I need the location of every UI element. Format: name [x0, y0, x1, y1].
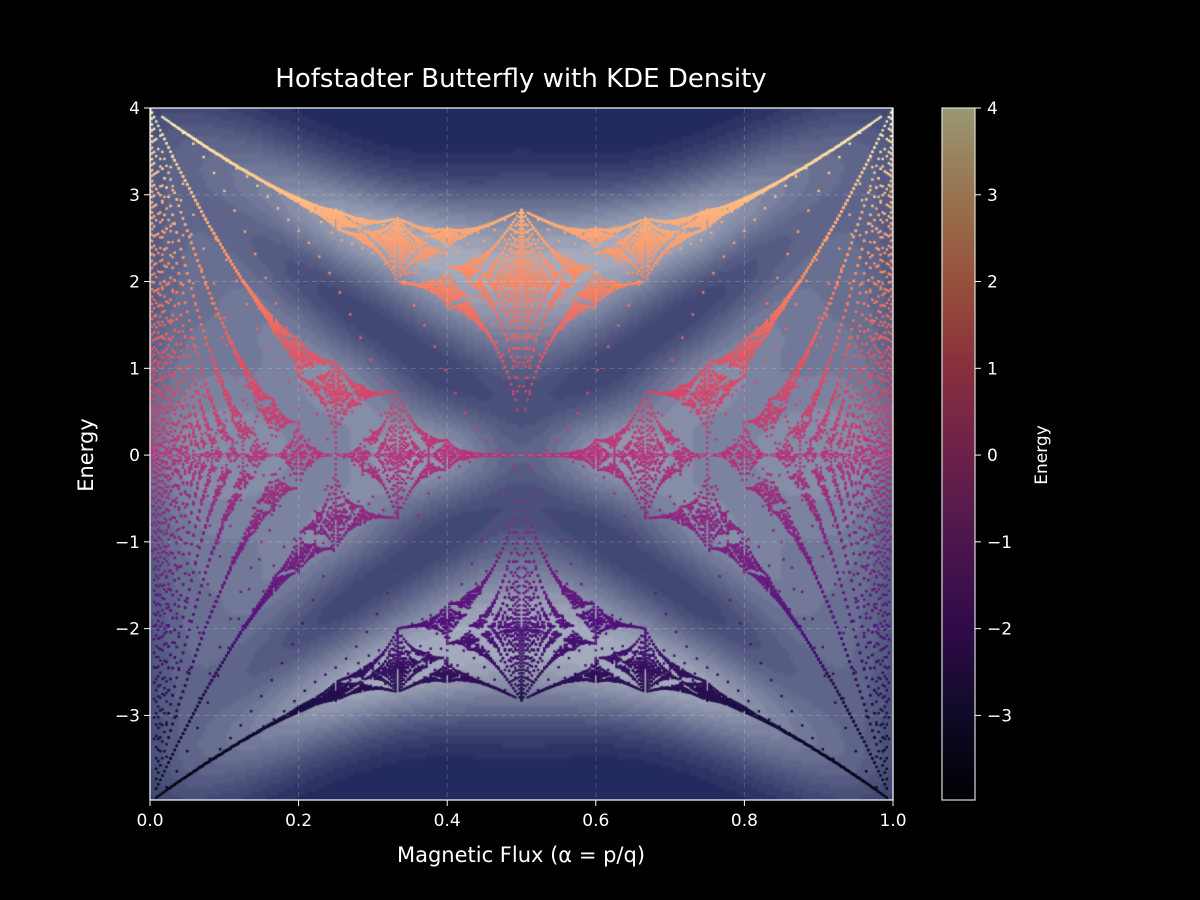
x-tick-label: 0.2 — [285, 811, 312, 831]
butterfly-plot-area — [150, 108, 893, 800]
y-tick-label: 3 — [129, 186, 140, 206]
colorbar-label: Energy — [1032, 425, 1052, 485]
chart-title: Hofstadter Butterfly with KDE Density — [275, 64, 766, 94]
colorbar-tick-label: −3 — [987, 706, 1012, 726]
y-tick-label: −3 — [115, 706, 140, 726]
x-tick-label: 0.0 — [136, 811, 163, 831]
colorbar — [942, 108, 975, 800]
x-tick-label: 0.6 — [582, 811, 609, 831]
x-axis: 0.0 0.2 0.4 0.6 0.8 1.0 — [136, 800, 907, 831]
y-tick-label: 4 — [129, 99, 140, 119]
x-axis-label: Magnetic Flux (α = p/q) — [397, 843, 645, 867]
y-tick-label: −1 — [115, 533, 140, 553]
grid-lines — [149, 107, 894, 800]
x-tick-label: 0.8 — [731, 811, 758, 831]
colorbar-tick-label: 4 — [987, 99, 998, 119]
y-tick-label: 0 — [129, 446, 140, 466]
axes-frame — [149, 107, 894, 801]
y-tick-label: −2 — [115, 620, 140, 640]
x-tick-label: 0.4 — [434, 811, 461, 831]
colorbar-tick-label: −1 — [987, 533, 1012, 553]
x-tick-label: 1.0 — [879, 811, 906, 831]
colorbar-tick-label: 3 — [987, 186, 998, 206]
y-tick-label: 1 — [129, 359, 140, 379]
colorbar-tick-label: 2 — [987, 273, 998, 293]
colorbar-axis: −3 −2 −1 0 1 2 3 4 — [975, 99, 1012, 726]
y-axis-label: Energy — [74, 418, 98, 492]
colorbar-tick-label: −2 — [987, 620, 1012, 640]
colorbar-frame — [941, 107, 976, 801]
y-axis: −3 −2 −1 0 1 2 3 4 — [115, 99, 150, 726]
y-tick-label: 2 — [129, 273, 140, 293]
colorbar-tick-label: 0 — [987, 446, 998, 466]
colorbar-tick-label: 1 — [987, 359, 998, 379]
